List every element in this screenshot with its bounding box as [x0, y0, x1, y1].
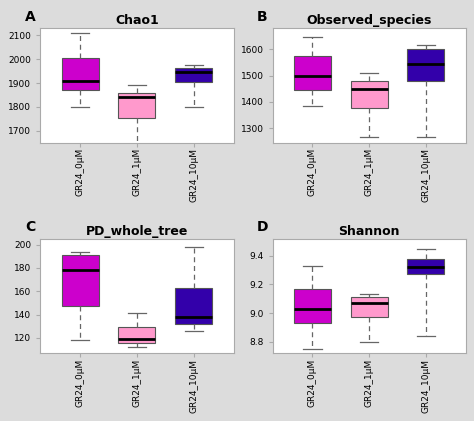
- PathPatch shape: [62, 255, 99, 306]
- Title: Observed_species: Observed_species: [306, 14, 432, 27]
- Text: A: A: [25, 10, 36, 24]
- PathPatch shape: [175, 288, 212, 324]
- PathPatch shape: [62, 58, 99, 90]
- PathPatch shape: [351, 81, 388, 109]
- PathPatch shape: [408, 259, 444, 274]
- PathPatch shape: [175, 67, 212, 82]
- PathPatch shape: [408, 49, 444, 81]
- PathPatch shape: [118, 93, 155, 117]
- Title: Shannon: Shannon: [338, 224, 400, 237]
- Title: PD_whole_tree: PD_whole_tree: [86, 224, 188, 237]
- Text: D: D: [257, 220, 269, 234]
- PathPatch shape: [294, 56, 331, 90]
- PathPatch shape: [118, 328, 155, 343]
- Title: Chao1: Chao1: [115, 14, 159, 27]
- Text: C: C: [25, 220, 35, 234]
- Text: B: B: [257, 10, 268, 24]
- PathPatch shape: [351, 297, 388, 317]
- PathPatch shape: [294, 289, 331, 323]
